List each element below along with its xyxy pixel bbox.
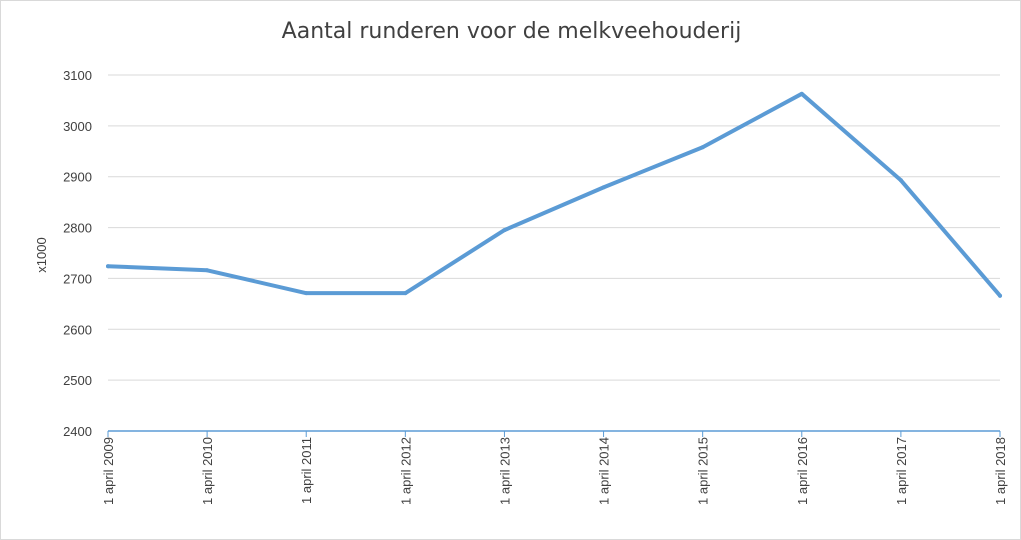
x-tick-label: 1 april 2012 [398, 437, 413, 505]
y-tick-label: 2500 [63, 373, 92, 388]
data-point [601, 185, 606, 190]
x-tick-label: 1 april 2016 [795, 437, 810, 505]
y-tick-label: 2800 [63, 221, 92, 236]
y-axis-label: x1000 [34, 237, 49, 272]
x-tick-label: 1 april 2010 [200, 437, 215, 505]
x-tick-label: 1 april 2017 [894, 437, 909, 505]
x-tick-label: 1 april 2015 [696, 437, 711, 505]
data-point [106, 264, 110, 269]
data-point [898, 178, 903, 183]
chart-title: Aantal runderen voor de melkveehouderij [281, 19, 742, 44]
y-tick-label: 2700 [63, 271, 92, 286]
data-point [799, 91, 804, 96]
data-point [502, 228, 507, 233]
x-tick-label: 1 april 2013 [497, 437, 512, 505]
y-tick-label: 3000 [63, 119, 92, 134]
x-tick-label: 1 april 2011 [299, 437, 314, 504]
y-tick-label: 2600 [63, 322, 92, 337]
y-tick-label: 2400 [63, 424, 92, 439]
data-point [205, 268, 210, 273]
data-point [998, 293, 1002, 298]
data-point [700, 145, 705, 150]
data-point [304, 291, 309, 296]
x-tick-label: 1 april 2014 [597, 437, 612, 505]
series-line [106, 91, 1002, 298]
y-tick-label: 3100 [63, 68, 92, 83]
x-tick-label: 1 april 2009 [101, 437, 116, 505]
data-point [403, 291, 408, 296]
y-tick-label: 2900 [63, 170, 92, 185]
x-tick-label: 1 april 2018 [993, 437, 1008, 505]
